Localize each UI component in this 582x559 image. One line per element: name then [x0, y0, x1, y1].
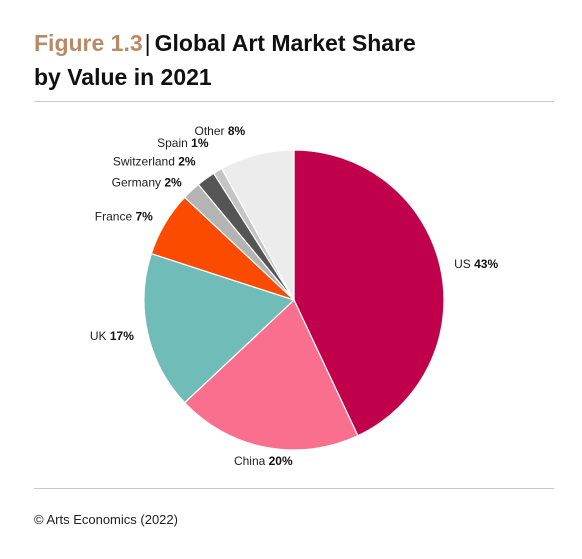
- pie-slice-china: [183, 298, 359, 451]
- pie-label-uk: UK 17%: [90, 329, 134, 343]
- pie-label-china: China 20%: [234, 454, 293, 468]
- pie-label-name-france: France: [95, 210, 136, 224]
- pie-label-other: Other 8%: [194, 124, 245, 138]
- pie-label-name-us: US: [454, 257, 474, 271]
- pie-label-name-other: Other: [194, 124, 227, 138]
- pie-label-value-us: 43%: [474, 257, 498, 271]
- pie-label-name-china: China: [234, 454, 269, 468]
- figure-number: Figure 1.3: [34, 30, 143, 56]
- pie-label-name-switzerland: Switzerland: [113, 154, 178, 168]
- pie-label-value-france: 7%: [135, 210, 153, 224]
- title-separator: |: [144, 30, 151, 56]
- pie-label-value-china: 20%: [269, 454, 293, 468]
- pie-label-name-spain: Spain: [157, 136, 191, 150]
- pie-label-us: US 43%: [454, 257, 498, 271]
- pie-label-germany: Germany 2%: [112, 175, 182, 189]
- figure-title: Figure 1.3| Global Art Market Share by Va…: [34, 26, 554, 94]
- pie-label-name-uk: UK: [90, 329, 110, 343]
- pie-slice-uk: [143, 252, 296, 404]
- pie-label-value-germany: 2%: [164, 175, 182, 189]
- pie-label-value-uk: 17%: [110, 329, 134, 343]
- pie-label-value-spain: 1%: [191, 136, 209, 150]
- pie-label-value-other: 8%: [228, 124, 246, 138]
- pie-label-switzerland: Switzerland 2%: [113, 154, 196, 168]
- pie-slice-other: [220, 149, 295, 301]
- title-line-1: Global Art Market Share: [154, 30, 416, 56]
- pie-slice-us: [293, 149, 445, 437]
- pie-label-spain: Spain 1%: [157, 136, 209, 150]
- pie-label-france: France 7%: [95, 210, 153, 224]
- pie-label-value-switzerland: 2%: [178, 154, 196, 168]
- pie-label-name-germany: Germany: [112, 175, 165, 189]
- source-credit: © Arts Economics (2022): [34, 512, 178, 527]
- title-line-2: by Value in 2021: [34, 64, 212, 90]
- top-divider: [34, 101, 554, 102]
- pie-labels: US 43% China 20% UK 17% France 7% Germany 2%…: [90, 124, 499, 468]
- bottom-divider: [34, 488, 554, 489]
- pie-slices: [143, 149, 445, 451]
